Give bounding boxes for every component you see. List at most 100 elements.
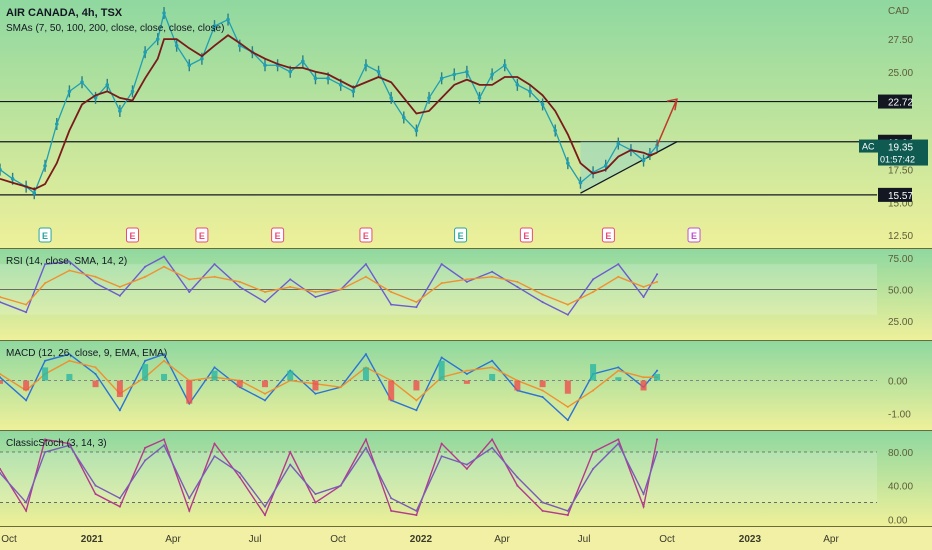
stoch-point	[289, 463, 292, 466]
stoch-point	[238, 472, 241, 475]
rsi-point	[144, 265, 147, 268]
stoch-point	[465, 463, 468, 466]
macd-point	[491, 366, 494, 369]
rsi-point	[94, 275, 97, 278]
earnings-label: E	[523, 231, 529, 241]
stoch-point	[0, 472, 1, 475]
stoch-point	[118, 497, 121, 500]
macd-point	[44, 359, 47, 362]
rsi-point	[0, 296, 1, 299]
earnings-badge	[271, 227, 285, 243]
macd-line-macd	[0, 352, 658, 422]
stoch-point	[188, 509, 191, 512]
time-tick-label: Apr	[494, 534, 510, 545]
macd-point	[163, 359, 166, 362]
rsi-point	[656, 273, 659, 276]
stoch-point	[314, 501, 317, 504]
macd-point	[415, 409, 418, 412]
macd-histogram-bar	[161, 373, 168, 381]
macd-point	[68, 353, 71, 356]
rsi-point	[491, 270, 494, 273]
rsi-tick-label: 25.00	[888, 317, 913, 328]
rsi-point	[642, 296, 645, 299]
earnings-marker: E	[687, 227, 701, 243]
macd-histogram-bar	[539, 380, 546, 388]
stoch-point	[68, 444, 71, 447]
macd-histogram-bar	[640, 380, 647, 391]
macd-tick-label: 0.00	[888, 377, 908, 388]
stoch-point	[238, 476, 241, 479]
rsi-point	[25, 311, 28, 314]
rsi-point	[617, 263, 620, 266]
time-tick-label: 2023	[739, 534, 762, 545]
macd-point	[263, 392, 266, 395]
stoch-line--k	[0, 437, 658, 517]
time-tick-label: Oct	[330, 534, 346, 545]
time-tick-label: Apr	[165, 534, 181, 545]
stoch-legend: ClassicStoch (3, 14, 3)	[6, 438, 107, 449]
rsi-tick-label: 75.00	[888, 254, 913, 265]
stoch-point	[44, 438, 47, 441]
rsi-point	[415, 301, 418, 304]
time-tick-label: Jul	[578, 534, 591, 545]
arrow-head	[666, 98, 678, 111]
bar-countdown: 01:57:42	[880, 155, 915, 165]
macd-histogram-bar	[186, 380, 193, 404]
rsi-point	[25, 303, 28, 306]
last-price-value: 19.35	[888, 143, 913, 154]
price-tick-label: 17.50	[888, 166, 913, 177]
earnings-badge	[125, 227, 139, 243]
stoch-point	[617, 442, 620, 445]
stoch-point	[163, 444, 166, 447]
macd-histogram-bar	[362, 367, 369, 381]
macd-line-signal	[0, 359, 658, 408]
time-tick-label: Oct	[1, 534, 17, 545]
macd-point	[440, 356, 443, 359]
price-tick-label: 27.50	[888, 35, 913, 46]
rsi-point	[289, 285, 292, 288]
stoch-point	[491, 446, 494, 449]
macd-histogram-bar	[312, 380, 319, 391]
macd-histogram-bar	[463, 380, 470, 384]
macd-point	[0, 372, 1, 375]
rsi-point	[390, 290, 393, 293]
rsi-tick-label: 50.00	[888, 285, 913, 296]
stoch-point	[592, 467, 595, 470]
macd-histogram-bar	[564, 380, 571, 394]
macd-histogram-bar	[615, 377, 622, 381]
stoch-point	[188, 497, 191, 500]
stoch-point	[656, 451, 659, 454]
rsi-point	[118, 294, 121, 297]
stoch-point	[656, 438, 659, 441]
stoch-point	[390, 497, 393, 500]
earnings-label: E	[605, 231, 611, 241]
stoch-point	[491, 438, 494, 441]
macd-point	[163, 353, 166, 356]
stoch-line--d	[0, 442, 658, 512]
rsi-point	[314, 290, 317, 293]
macd-histogram-bar	[92, 380, 99, 388]
rsi-point	[68, 269, 71, 272]
price-tick-label: 15.00	[888, 198, 913, 209]
macd-tick-label: -1.00	[888, 410, 911, 421]
currency-label: CAD	[888, 6, 909, 17]
stoch-point	[144, 446, 147, 449]
rsi-point	[465, 278, 468, 281]
earnings-marker: E	[271, 227, 285, 243]
macd-histogram-bar	[654, 373, 661, 381]
macd-point	[491, 359, 494, 362]
symbol-label: AC	[862, 142, 875, 152]
rsi-point	[364, 263, 367, 266]
stoch-point	[25, 509, 28, 512]
time-tick-label: 2021	[81, 534, 104, 545]
rsi-point	[263, 290, 266, 293]
stoch-point	[94, 484, 97, 487]
rsi-line-rsi-based-ma	[0, 265, 658, 306]
level-badge-label: 15.57	[888, 191, 913, 202]
rsi-point	[465, 280, 468, 283]
target-arrow	[656, 98, 678, 146]
macd-point	[213, 366, 216, 369]
stoch-point	[642, 505, 645, 508]
stoch-tick-label: 0.00	[888, 515, 908, 526]
